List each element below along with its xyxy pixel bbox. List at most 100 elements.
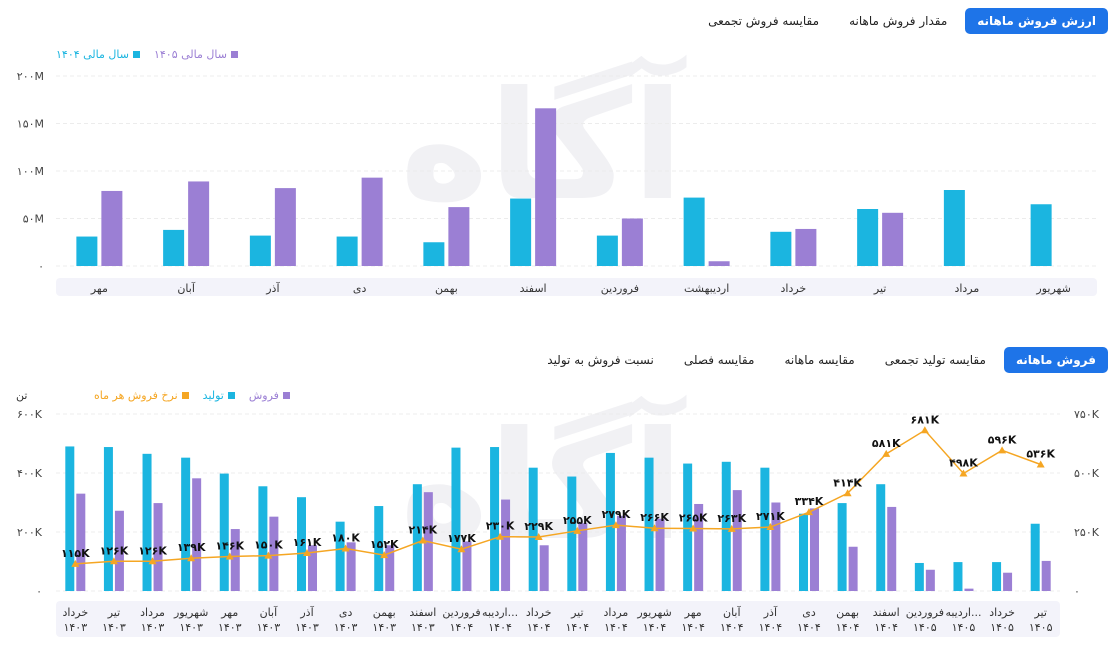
x-tick-month: مرداد — [140, 606, 165, 619]
bar — [336, 236, 358, 266]
x-tick-month: تیر — [570, 606, 583, 619]
legend-swatch — [132, 51, 140, 58]
bar — [882, 212, 904, 266]
bottom-legend-item[interactable]: تولید — [203, 389, 235, 402]
bottom-legend-item[interactable]: نرخ فروش هر ماه — [94, 389, 189, 402]
production-bar — [335, 521, 345, 591]
sales-rate-label: ۱۲۶K — [138, 544, 167, 557]
x-tick-year: ۱۴۰۳ — [102, 621, 126, 634]
sales-rate-label: ۲۶۶K — [640, 511, 669, 524]
y-tick-label: ۱۰۰M — [17, 165, 44, 178]
x-tick-year: ۱۴۰۳ — [218, 621, 242, 634]
sales-rate-label: ۱۲۶K — [100, 544, 129, 557]
x-tick-year: ۱۴۰۴ — [720, 621, 744, 634]
legend-label: نرخ فروش هر ماه — [94, 389, 178, 402]
legend-swatch — [227, 392, 235, 399]
bottom-tab-3[interactable]: مقایسه فصلی — [683, 353, 755, 367]
sales-bar — [114, 510, 124, 591]
sales-rate-point — [534, 532, 543, 540]
sales-rate-point — [303, 549, 311, 557]
top-legend-item[interactable]: سال مالی ۱۴۰۴ — [56, 48, 140, 61]
top-tab-bar: ارزش فروش ماهانه مقدار فروش ماهانه مقایسه … — [696, 8, 1108, 34]
bottom-tab-1[interactable]: مقایسه تولید تجمعی — [884, 353, 986, 367]
production-bar — [992, 562, 1002, 591]
x-tick-label: اسفند — [520, 282, 547, 295]
sales-rate-point — [418, 536, 427, 544]
legend-swatch — [230, 51, 238, 58]
production-bar — [683, 463, 693, 591]
x-tick-month: مهر — [220, 606, 238, 619]
top-tab-2[interactable]: مقایسه فروش تجمعی — [708, 14, 820, 28]
sales-rate-label: ۵۹۶K — [988, 433, 1017, 446]
sales-rate-label: ۱۴۶K — [215, 540, 244, 553]
sales-bar — [269, 516, 279, 591]
sales-rate-point — [611, 521, 620, 529]
sales-bar — [462, 541, 472, 591]
right-y-tick-label: ۷۵۰K — [1074, 408, 1100, 421]
bottom-legend: فروش تولید نرخ فروش هر ماه — [94, 389, 290, 402]
sales-rate-label: ۴۹۸K — [949, 456, 978, 469]
x-tick-month: خرداد — [526, 606, 552, 619]
sales-rate-label: ۶۸۱K — [911, 413, 940, 426]
production-bar — [914, 562, 924, 591]
x-tick-month: فروردین — [906, 606, 944, 619]
x-tick-label: آذر — [265, 281, 280, 295]
sales-rate-label: ۱۱۵K — [61, 547, 90, 560]
production-bar — [799, 513, 808, 591]
x-tick-month: اردیبه... — [945, 606, 981, 619]
sales-rate-label: ۵۸۱K — [872, 437, 901, 450]
sales-rate-point — [689, 524, 698, 532]
production-bar — [258, 486, 268, 591]
production-bar — [528, 467, 538, 591]
sales-rate-point — [882, 449, 891, 457]
bottom-tab-4[interactable]: نسبت فروش به تولید — [547, 353, 654, 367]
x-tick-year: ۱۴۰۵ — [990, 621, 1014, 634]
sales-rate-point — [573, 526, 582, 534]
production-bar — [490, 447, 500, 591]
y-tick-label: ۱۵۰M — [17, 118, 44, 131]
bar — [274, 188, 296, 266]
x-tick-month: بهمن — [836, 606, 859, 619]
production-bar — [721, 461, 731, 591]
sales-rate-label: ۱۶۱K — [293, 536, 322, 549]
sales-rate-label: ۲۱۴K — [409, 523, 438, 536]
sales-rate-point — [727, 524, 736, 532]
x-tick-year: ۱۴۰۴ — [643, 621, 667, 634]
x-tick-month: آذر — [299, 605, 314, 619]
bottom-tab-0[interactable]: فروش ماهانه — [1003, 347, 1108, 373]
sales-bar — [153, 503, 163, 591]
x-tick-year: ۱۴۰۳ — [63, 621, 87, 634]
top-tab-0[interactable]: ارزش فروش ماهانه — [965, 8, 1108, 34]
bottom-legend-item[interactable]: فروش — [249, 389, 290, 402]
bar — [361, 177, 383, 266]
sales-bar — [230, 529, 240, 591]
legend-swatch — [282, 392, 290, 399]
x-tick-year: ۱۴۰۴ — [681, 621, 705, 634]
sales-rate-label: ۲۶۵K — [679, 511, 708, 524]
sales-rate-label: ۱۸۰K — [331, 532, 360, 545]
top-legend-item[interactable]: سال مالی ۱۴۰۵ — [154, 48, 238, 61]
x-tick-month: اسفند — [873, 606, 900, 619]
sales-rate-point — [380, 551, 389, 559]
sales-rate-label: ۳۳۴K — [795, 495, 824, 508]
top-tab-1[interactable]: مقدار فروش ماهانه — [849, 14, 948, 28]
sales-rate-point — [843, 489, 852, 497]
bar — [770, 231, 792, 266]
bottom-tab-2[interactable]: مقایسه ماهانه — [784, 353, 855, 367]
bar — [596, 235, 618, 266]
y-tick-label: ۰ — [38, 260, 44, 273]
left-y-tick-label: ۲۰۰K — [17, 526, 43, 539]
sales-bar — [76, 493, 86, 591]
x-tick-label: آبان — [177, 281, 195, 295]
sales-bar — [848, 546, 858, 591]
right-y-tick-label: ۲۵۰K — [1074, 526, 1100, 539]
x-tick-month: آبان — [723, 605, 741, 619]
sales-bar — [1041, 560, 1051, 591]
x-tick-year: ۱۴۰۴ — [874, 621, 898, 634]
production-bar — [953, 562, 963, 591]
sales-rate-point — [341, 544, 350, 552]
category-axis-band — [56, 278, 1097, 296]
sales-bar — [655, 518, 665, 591]
sales-rate-point — [920, 426, 929, 434]
